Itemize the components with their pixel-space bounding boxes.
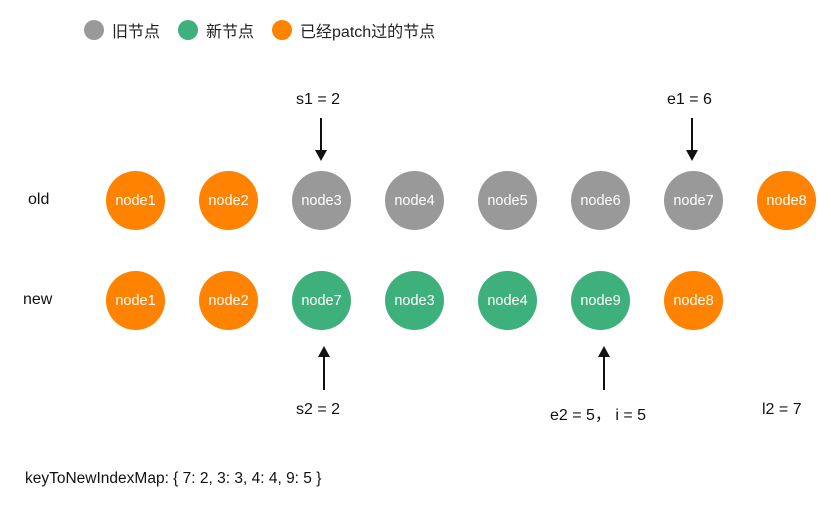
old-node: node8 (757, 171, 816, 230)
legend-label-new: 新节点 (206, 24, 255, 41)
legend: 旧节点 新节点 已经patch过的节点 (84, 18, 453, 42)
legend-dot-patched (272, 20, 293, 40)
legend-item-old: 旧节点 (84, 18, 160, 42)
new-node: node8 (664, 271, 723, 330)
new-node: node1 (106, 271, 165, 330)
new-node: node4 (478, 271, 537, 330)
old-node: node4 (385, 171, 444, 230)
row-label-new: new (23, 291, 53, 308)
new-node: node9 (571, 271, 630, 330)
old-node: node2 (199, 171, 258, 230)
marker-l2: l2 = 7 (762, 401, 802, 418)
new-node: node7 (292, 271, 351, 330)
arrow-down-icon (686, 118, 698, 161)
arrow-up-icon (318, 346, 330, 390)
legend-dot-old (84, 20, 104, 40)
marker-s1: s1 = 2 (296, 91, 341, 108)
row-label-old: old (28, 191, 50, 208)
new-node: node2 (199, 271, 258, 330)
old-node: node3 (292, 171, 351, 230)
old-node: node5 (478, 171, 537, 230)
legend-label-patched: 已经patch过的节点 (300, 24, 436, 41)
arrow-up-icon (598, 346, 610, 390)
new-node: node3 (385, 271, 444, 330)
marker-e2-i: e2 = 5， i = 5 (550, 407, 647, 424)
old-node: node7 (664, 171, 723, 230)
legend-dot-new (178, 20, 199, 40)
legend-item-patched: 已经patch过的节点 (272, 18, 435, 42)
legend-item-new: 新节点 (178, 18, 254, 42)
arrow-down-icon (315, 118, 327, 161)
old-node: node1 (106, 171, 165, 230)
key-to-new-index-map: keyToNewIndexMap: { 7: 2, 3: 3, 4: 4, 9:… (25, 470, 322, 487)
old-node: node6 (571, 171, 630, 230)
legend-label-old: 旧节点 (112, 24, 161, 41)
marker-s2: s2 = 2 (296, 401, 341, 418)
marker-e1: e1 = 6 (667, 91, 712, 108)
